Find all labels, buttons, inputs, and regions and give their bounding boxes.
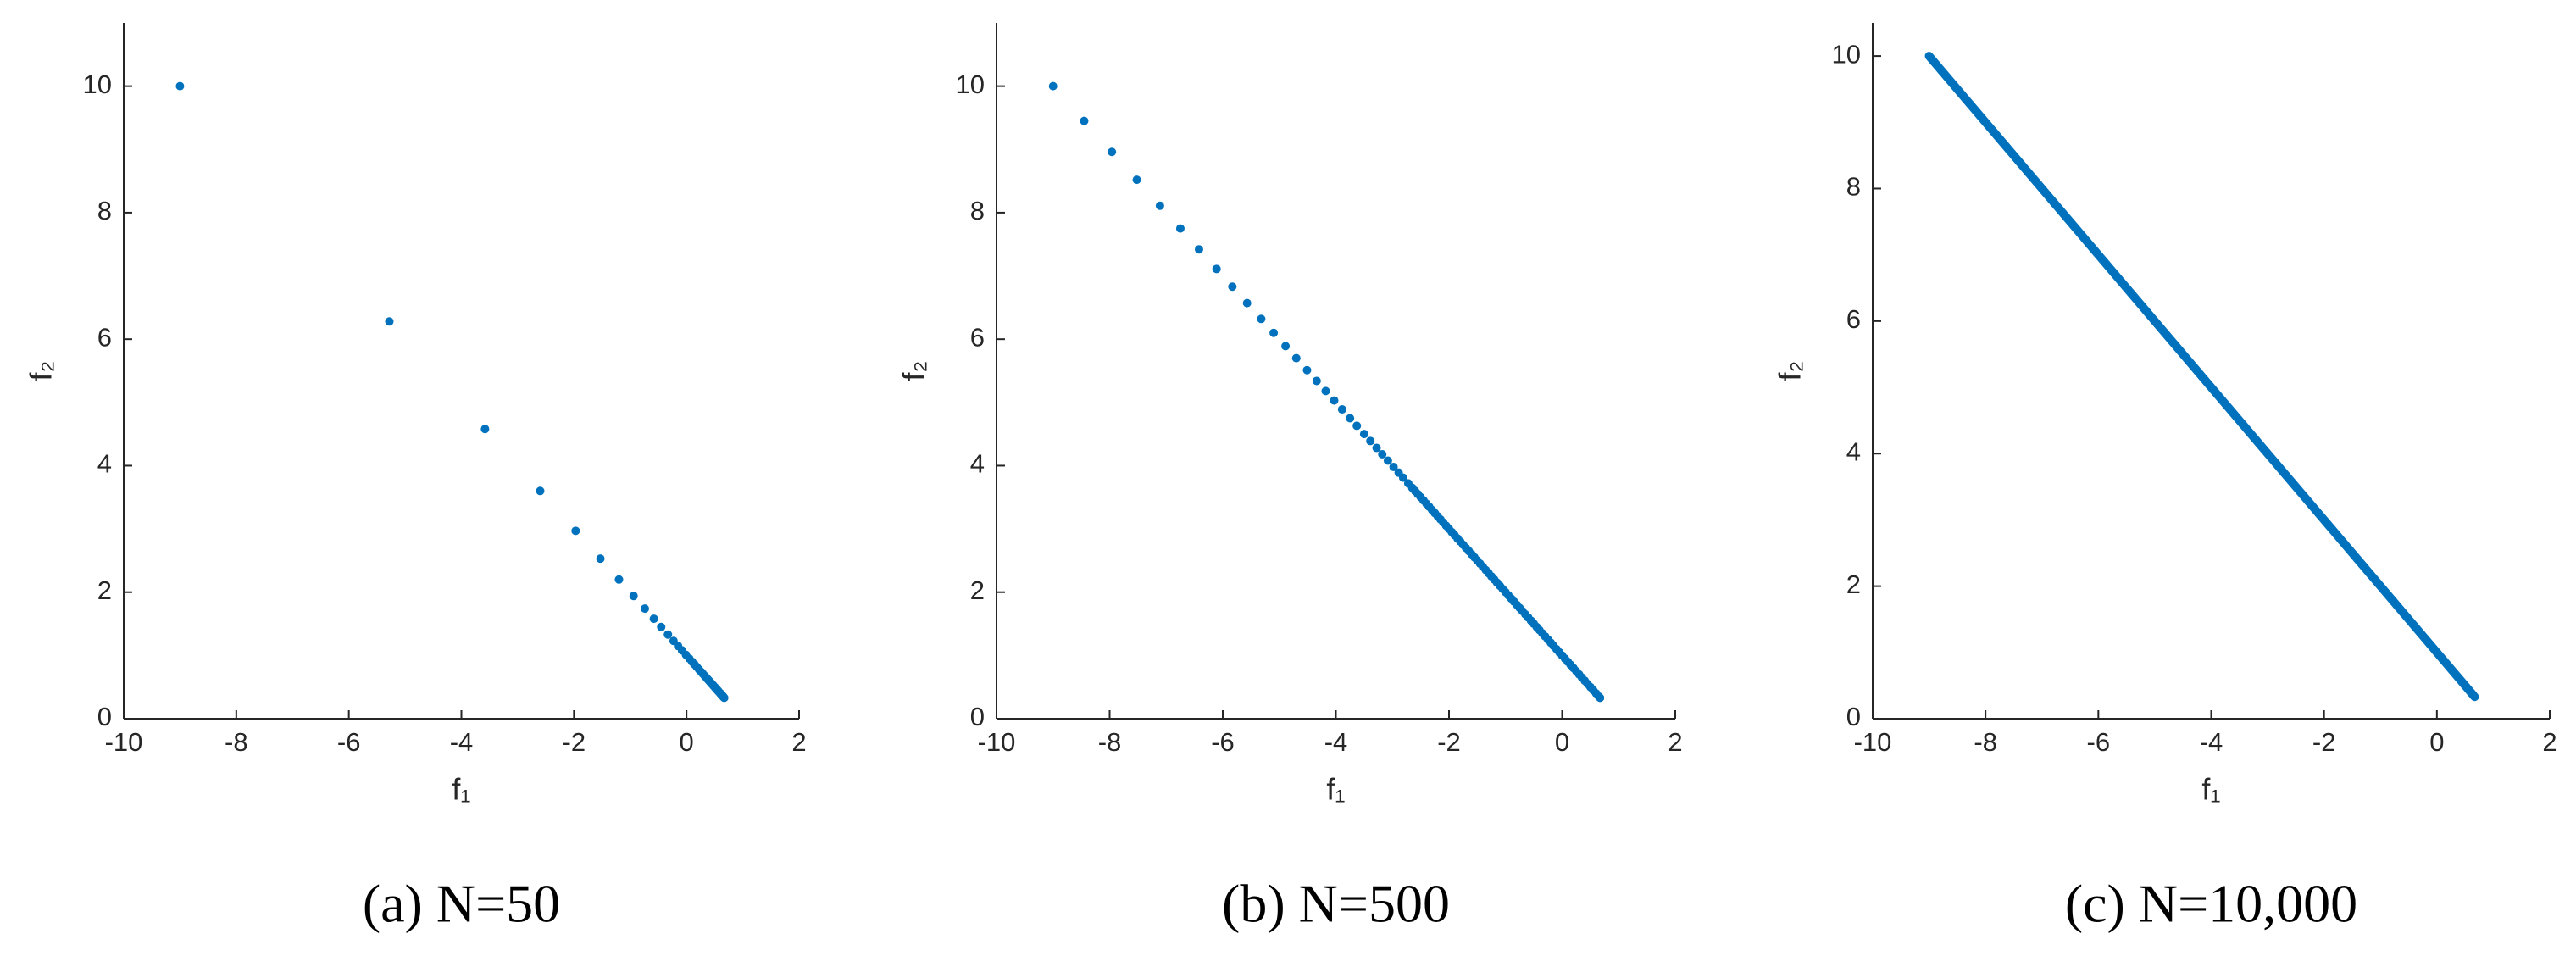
x-tick-label: -4 (2200, 727, 2223, 757)
point (657, 622, 666, 631)
point (1302, 365, 1312, 375)
x-tick-label: -8 (1974, 727, 1997, 757)
x-tick-label: 2 (1668, 727, 1682, 757)
x-tick-label: 2 (791, 727, 806, 757)
x-tick-label: -8 (225, 727, 248, 757)
point (1242, 298, 1252, 308)
point (571, 526, 580, 536)
x-tick-label: -4 (1324, 727, 1348, 757)
point (1330, 396, 1339, 405)
point (1596, 693, 1605, 703)
point (175, 81, 185, 91)
point (719, 693, 729, 703)
point (1389, 462, 1398, 471)
x-tick-label: -6 (1211, 727, 1235, 757)
y-tick-label: 10 (83, 69, 112, 99)
x-tick-label: 0 (2429, 727, 2444, 757)
y-tick-label: 10 (956, 69, 985, 99)
point (596, 554, 605, 564)
point (1281, 342, 1291, 351)
point (385, 317, 394, 326)
x-tick-label: 0 (1555, 727, 1569, 757)
y-tick-label: 6 (1846, 304, 1861, 334)
x-tick-label: -10 (105, 727, 143, 757)
x-tick-label: -10 (978, 727, 1016, 757)
x-tick-label: 2 (2542, 727, 2557, 757)
x-axis-label: f₁ (452, 772, 470, 807)
y-tick-label: 0 (970, 702, 985, 731)
x-tick-label: -4 (450, 727, 474, 757)
point (1257, 314, 1266, 324)
x-tick-label: -6 (337, 727, 361, 757)
point (629, 592, 638, 601)
point (1291, 353, 1301, 363)
point (1366, 436, 1375, 446)
point (1372, 443, 1381, 453)
y-axis-label: f₂ (24, 361, 58, 381)
point (1194, 245, 1203, 254)
point (1378, 450, 1387, 459)
y-tick-label: 4 (1846, 436, 1861, 466)
point (649, 614, 658, 624)
point (663, 630, 673, 639)
point (1132, 175, 1141, 185)
x-tick-label: -2 (563, 727, 586, 757)
y-axis-label: f₂ (897, 361, 931, 381)
point (1398, 473, 1407, 482)
point (1383, 456, 1392, 465)
line (1924, 52, 2479, 702)
y-tick-label: 0 (1846, 702, 1861, 731)
point (1175, 224, 1185, 233)
x-tick-label: -2 (2312, 727, 2336, 757)
point (1321, 386, 1330, 396)
y-tick-label: 2 (97, 575, 112, 605)
y-tick-label: 4 (97, 449, 112, 479)
y-tick-label: 6 (970, 322, 985, 352)
point (1312, 376, 1321, 386)
caption: (b) N=500 (1222, 874, 1450, 934)
y-tick-label: 0 (97, 702, 112, 731)
y-tick-label: 8 (970, 196, 985, 225)
x-tick-label: -2 (1437, 727, 1461, 757)
point (480, 425, 490, 434)
point (1155, 201, 1164, 210)
point (641, 604, 650, 614)
x-tick-label: -6 (2087, 727, 2111, 757)
y-tick-label: 2 (1846, 570, 1861, 599)
y-tick-label: 4 (970, 449, 985, 479)
point (1352, 421, 1362, 431)
point (1108, 147, 1117, 157)
point (1337, 405, 1346, 414)
x-tick-label: 0 (680, 727, 694, 757)
point (1359, 430, 1368, 439)
x-tick-label: -8 (1098, 727, 1122, 757)
x-axis-label: f₁ (1326, 772, 1345, 807)
y-tick-label: 8 (1846, 172, 1861, 202)
y-tick-label: 6 (97, 322, 112, 352)
point (614, 575, 624, 584)
caption: (c) N=10,000 (2065, 874, 2357, 934)
point (1346, 414, 1355, 423)
point (1080, 116, 1089, 125)
x-tick-label: -10 (1854, 727, 1892, 757)
y-tick-label: 10 (1832, 39, 1861, 69)
point (1228, 282, 1237, 292)
x-axis-label: f₁ (2201, 772, 2220, 807)
point (1048, 81, 1058, 91)
point (536, 486, 545, 496)
y-axis-label: f₂ (1773, 361, 1807, 381)
y-tick-label: 2 (970, 575, 985, 605)
point (1269, 328, 1279, 337)
y-tick-label: 8 (97, 196, 112, 225)
caption: (a) N=50 (363, 874, 560, 934)
point (1212, 264, 1221, 274)
